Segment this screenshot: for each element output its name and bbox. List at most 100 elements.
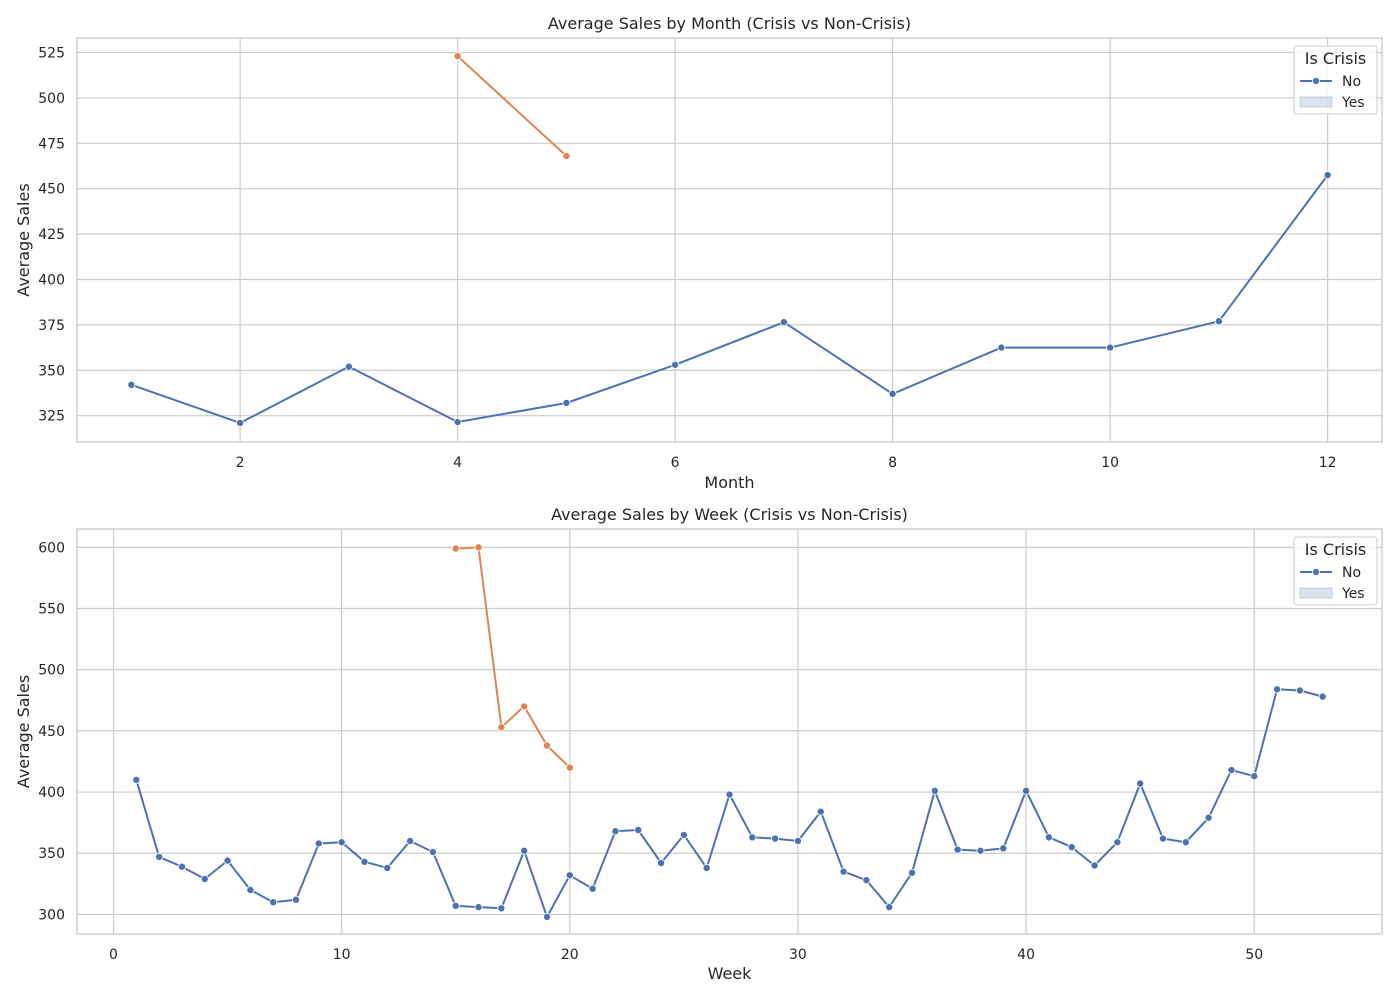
x-tick-label: 50 xyxy=(1245,947,1263,963)
data-point xyxy=(453,418,462,427)
y-tick-label: 450 xyxy=(38,724,65,740)
y-tick-label: 400 xyxy=(38,272,65,288)
data-point xyxy=(888,389,897,398)
series-line xyxy=(135,688,1323,918)
data-point xyxy=(1227,766,1236,775)
data-point xyxy=(657,859,666,868)
data-point xyxy=(497,723,506,732)
legend-band-swatch xyxy=(1299,587,1333,599)
data-point xyxy=(236,418,245,427)
legend-band-swatch xyxy=(1299,96,1333,108)
y-tick-label: 400 xyxy=(38,785,65,801)
legend-marker-swatch xyxy=(1312,77,1321,86)
data-point xyxy=(839,867,848,876)
data-point xyxy=(542,741,551,750)
data-point xyxy=(1204,813,1213,822)
data-point xyxy=(565,871,574,880)
y-tick-label: 525 xyxy=(38,46,65,62)
data-point xyxy=(337,838,346,847)
legend: Is Crisis No Yes xyxy=(1293,45,1378,115)
data-point xyxy=(908,868,917,877)
x-axis-label: Month xyxy=(704,473,754,492)
data-point xyxy=(223,856,232,865)
data-point xyxy=(793,837,802,846)
chart-title: Average Sales by Week (Crisis vs Non-Cri… xyxy=(551,505,908,524)
data-point xyxy=(344,362,353,371)
data-point xyxy=(930,786,939,795)
y-tick-label: 450 xyxy=(38,182,65,198)
data-point xyxy=(453,52,462,61)
x-tick-label: 6 xyxy=(671,455,680,471)
y-tick-label: 550 xyxy=(38,602,65,618)
data-point xyxy=(269,898,278,907)
chart-title: Average Sales by Month (Crisis vs Non-Cr… xyxy=(548,14,911,33)
legend: Is Crisis No Yes xyxy=(1293,536,1378,606)
chart-panel-1: 2 4 6 8 10 12 325 350 375 400 425 450 475 500 525 Avera… xyxy=(14,14,1383,492)
legend-title: Is Crisis xyxy=(1305,49,1366,68)
data-point xyxy=(1295,686,1304,695)
y-axis-label: Average Sales xyxy=(14,183,33,296)
y-tick-label: 500 xyxy=(38,91,65,107)
data-point xyxy=(816,807,825,816)
data-point xyxy=(588,884,597,893)
legend-marker-swatch xyxy=(1312,568,1321,577)
series-line xyxy=(456,55,568,157)
data-point xyxy=(1113,838,1122,847)
data-point xyxy=(474,903,483,912)
data-point xyxy=(1214,317,1223,326)
data-point xyxy=(520,702,529,711)
x-tick-label: 0 xyxy=(109,947,118,963)
data-point xyxy=(1323,171,1332,180)
series-line xyxy=(131,174,1329,424)
data-point xyxy=(953,845,962,854)
data-point xyxy=(132,775,141,784)
data-point xyxy=(1136,779,1145,788)
data-point xyxy=(999,844,1008,853)
data-point xyxy=(562,398,571,407)
data-point xyxy=(155,852,164,861)
data-point xyxy=(1044,833,1053,842)
data-point xyxy=(406,837,415,846)
legend-label: Yes xyxy=(1341,586,1365,602)
x-tick-label: 20 xyxy=(561,947,579,963)
x-tick-label: 40 xyxy=(1017,947,1035,963)
x-tick-label: 4 xyxy=(453,455,462,471)
data-point xyxy=(748,833,757,842)
x-tick-label: 12 xyxy=(1319,455,1337,471)
legend-box xyxy=(1293,45,1378,115)
y-tick-label: 375 xyxy=(38,318,65,334)
y-tick-label: 425 xyxy=(38,227,65,243)
y-tick-label: 600 xyxy=(38,540,65,556)
y-tick-label: 500 xyxy=(38,663,65,679)
legend-label: No xyxy=(1342,74,1361,90)
data-point xyxy=(383,863,392,872)
data-point xyxy=(127,380,136,389)
chart-panel-2: 0 10 20 30 40 50 300 350 400 450 500 550 600 Average … xyxy=(14,505,1383,983)
data-point xyxy=(1022,786,1031,795)
data-point xyxy=(520,846,529,855)
y-tick-label: 300 xyxy=(38,907,65,923)
data-point xyxy=(542,912,551,921)
data-point xyxy=(1158,834,1167,843)
legend-label: No xyxy=(1342,565,1361,581)
plot-frame xyxy=(76,528,1383,935)
data-point xyxy=(997,343,1006,352)
plot-frame xyxy=(76,37,1383,443)
data-point xyxy=(246,885,255,894)
x-axis-label: Week xyxy=(708,964,753,983)
x-tick-label: 10 xyxy=(333,947,351,963)
data-point xyxy=(451,901,460,910)
x-tick-label: 10 xyxy=(1101,455,1119,471)
data-point xyxy=(1181,838,1190,847)
series-1 xyxy=(132,685,1327,921)
legend-title: Is Crisis xyxy=(1305,540,1366,559)
x-tick-label: 30 xyxy=(789,947,807,963)
data-point xyxy=(1273,685,1282,694)
grid-lines xyxy=(77,529,1382,934)
grid-lines xyxy=(77,38,1382,442)
data-point xyxy=(497,904,506,913)
data-point xyxy=(562,152,571,161)
data-point xyxy=(779,318,788,327)
data-point xyxy=(428,848,437,857)
